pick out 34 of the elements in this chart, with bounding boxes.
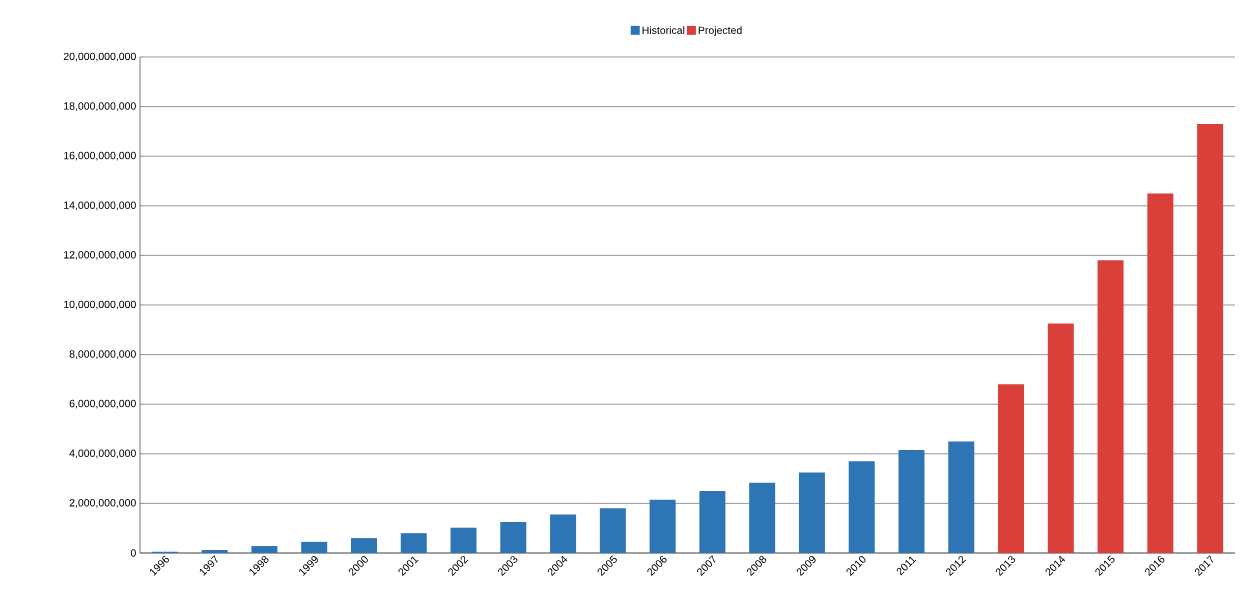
bar — [350, 538, 377, 553]
bar — [998, 384, 1025, 553]
y-tick-label: 12,000,000,000 — [64, 251, 136, 260]
y-tick-label: 10,000,000,000 — [64, 300, 136, 310]
y-tick-label: 18,000,000,000 — [64, 102, 136, 111]
y-tick-label: 4,000,000,000 — [69, 449, 136, 459]
bar — [599, 508, 626, 553]
y-tick-label: 16,000,000,000 — [64, 151, 136, 161]
y-tick-label: 20,000,000,000 — [63, 52, 136, 62]
bar — [699, 491, 726, 553]
bar — [201, 550, 228, 553]
bar — [898, 450, 925, 553]
y-tick-label: 2,000,000,000 — [69, 499, 136, 508]
bar — [1147, 193, 1174, 553]
legend-label: Projected — [698, 26, 742, 37]
bar — [550, 514, 577, 553]
y-tick-label: 14,000,000,000 — [64, 201, 136, 211]
bar — [301, 541, 328, 553]
bar — [1197, 123, 1224, 553]
bar — [749, 482, 776, 553]
bar — [1097, 260, 1124, 553]
bar — [450, 527, 477, 553]
bar — [798, 472, 825, 553]
bar — [251, 546, 278, 553]
y-tick-label: 6,000,000,000 — [69, 399, 136, 409]
y-tick-label: 8,000,000,000 — [69, 350, 136, 359]
bar — [848, 461, 875, 553]
bar — [948, 441, 975, 553]
bar — [1047, 323, 1074, 553]
bar — [649, 499, 676, 553]
y-tick-label: 0 — [130, 549, 136, 557]
legend-label: Historical — [642, 26, 685, 34]
bar — [500, 522, 527, 553]
bar — [400, 533, 427, 553]
